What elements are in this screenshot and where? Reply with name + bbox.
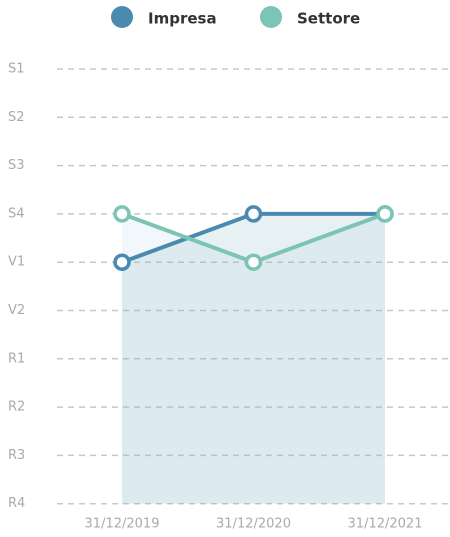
point <box>376 205 394 223</box>
legend-marker <box>111 6 133 28</box>
y-tick-label: S2 <box>8 110 25 125</box>
point <box>113 253 131 271</box>
x-tick-label: 31/12/2021 <box>348 517 423 532</box>
y-tick-label: S4 <box>8 206 25 221</box>
y-tick-label: R4 <box>8 496 25 511</box>
y-tick-label: R3 <box>8 448 25 463</box>
point <box>244 253 263 271</box>
area <box>122 213 385 504</box>
y-tick-label: V2 <box>8 303 25 318</box>
y-tick-label: R1 <box>8 351 25 366</box>
x-tick-label: 31/12/2020 <box>216 517 291 532</box>
legend-marker <box>260 6 282 28</box>
legend-label: Impresa <box>148 10 217 28</box>
point <box>244 205 263 223</box>
area <box>122 213 385 504</box>
y-tick-label: S1 <box>8 62 25 77</box>
y-tick-label: V1 <box>8 255 25 270</box>
y-tick-label: R2 <box>8 400 25 415</box>
x-tick-label: 31/12/2019 <box>85 517 160 532</box>
legend-label: Settore <box>297 10 360 28</box>
y-tick-label: S3 <box>8 158 25 173</box>
point <box>113 205 131 223</box>
